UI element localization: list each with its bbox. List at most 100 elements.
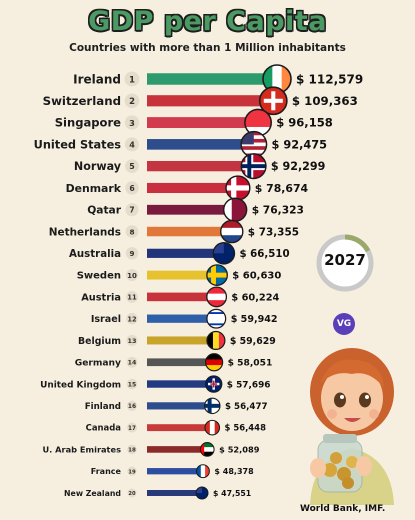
- rank-badge: [124, 71, 140, 87]
- value-label: $ 59,942: [231, 314, 278, 325]
- flag-ring: [195, 486, 209, 500]
- france-flag: [196, 464, 210, 478]
- rank-badge: [124, 93, 140, 109]
- bar: [147, 160, 254, 172]
- rank-badge: [126, 312, 138, 325]
- country-label: Canada: [86, 423, 122, 433]
- girl-with-coin-jar-illustration: [310, 348, 394, 505]
- bar: [147, 358, 215, 367]
- flag-ring: [240, 153, 267, 180]
- value-label: $ 78,674: [255, 182, 309, 195]
- rank-badge: [127, 422, 137, 433]
- united-kingdom-flag: [205, 375, 222, 393]
- flag-ring: [204, 397, 221, 415]
- germany-flag: [205, 353, 223, 371]
- rank-number: 11: [127, 294, 137, 302]
- rank-number: 2: [129, 96, 135, 106]
- flag-ring: [206, 308, 227, 329]
- flag-ring: [204, 353, 224, 372]
- rank-number: 17: [128, 426, 136, 432]
- rank-number: 12: [127, 315, 137, 323]
- country-label: Finland: [85, 402, 121, 412]
- rank-number: 15: [128, 381, 136, 388]
- value-label: $ 58,051: [228, 359, 273, 369]
- country-label: Qatar: [87, 204, 122, 217]
- bar: [147, 336, 216, 345]
- country-label: Sweden: [77, 271, 121, 282]
- rank-badge: [127, 466, 137, 476]
- country-label: United States: [34, 137, 122, 151]
- rank-number: 14: [128, 360, 137, 367]
- rank-badge: [125, 247, 139, 260]
- rank-number: 3: [129, 118, 135, 128]
- country-label: United Kingdom: [40, 380, 121, 390]
- rank-badge: [124, 115, 140, 130]
- austria-flag: [206, 287, 227, 307]
- bar: [147, 73, 277, 85]
- value-label: $ 56,448: [225, 423, 267, 433]
- country-label: Israel: [91, 314, 121, 325]
- denmark-flag: [226, 176, 250, 200]
- flag-ring: [199, 442, 215, 457]
- rank-number: 5: [129, 162, 135, 171]
- flag-ring: [205, 375, 223, 393]
- rank-badge: [126, 378, 138, 390]
- ireland-flag: [263, 65, 291, 93]
- bar: [147, 402, 213, 410]
- country-label: France: [91, 467, 122, 476]
- flag-ring: [206, 330, 226, 351]
- rank-badge: [126, 290, 138, 303]
- rank-number: 6: [129, 184, 134, 193]
- singapore-flag: [244, 109, 272, 136]
- bar: [147, 248, 224, 258]
- value-label: $ 112,579: [296, 72, 363, 86]
- bar: [147, 490, 202, 496]
- country-label: Singapore: [55, 116, 121, 130]
- rank-badge: [126, 400, 138, 411]
- rank-badge: [125, 203, 139, 217]
- value-label: $ 73,355: [248, 226, 299, 238]
- value-label: $ 60,224: [231, 292, 279, 303]
- year-label: 2027: [324, 251, 366, 269]
- rank-number: 19: [128, 469, 136, 475]
- bar: [147, 270, 218, 280]
- vg-logo: VG: [333, 313, 355, 335]
- bar: [147, 182, 238, 194]
- value-label: $ 109,363: [292, 94, 358, 108]
- qatar-flag: [223, 198, 247, 222]
- rank-badge: [126, 356, 138, 368]
- finland-flag: [204, 398, 220, 414]
- rank-badge: [125, 181, 139, 195]
- value-label: $ 47,551: [213, 489, 251, 498]
- sweden-flag: [206, 264, 228, 286]
- value-label: $ 52,089: [219, 444, 260, 454]
- bar: [147, 204, 236, 215]
- rank-number: 7: [129, 206, 134, 215]
- country-label: Denmark: [66, 182, 122, 195]
- bar: [147, 226, 232, 237]
- rank-badge: [125, 225, 139, 238]
- value-label: $ 60,630: [232, 271, 281, 282]
- value-label: $ 76,323: [252, 204, 304, 217]
- country-label: Netherlands: [49, 226, 121, 238]
- rank-number: 10: [127, 272, 137, 280]
- country-label: Austria: [81, 292, 121, 303]
- value-label: $ 59,629: [230, 336, 276, 347]
- country-label: Ireland: [73, 72, 121, 86]
- vg-logo-text: VG: [336, 319, 352, 329]
- country-label: Australia: [69, 249, 121, 260]
- value-label: $ 57,696: [227, 380, 271, 390]
- uae-flag: [200, 442, 215, 457]
- rank-number: 9: [130, 249, 135, 258]
- flag-ring: [258, 86, 288, 116]
- bar: [147, 314, 217, 323]
- flag-ring: [204, 419, 221, 436]
- value-label: $ 92,475: [272, 137, 328, 151]
- source-note: World Bank, IMF.: [300, 504, 386, 514]
- bar: [147, 380, 214, 388]
- rank-number: 20: [128, 491, 136, 497]
- new-zealand-flag: [196, 487, 208, 499]
- chart-subtitle: Countries with more than 1 Million inhab…: [69, 42, 346, 54]
- chart-title: GDP per Capita: [88, 6, 327, 37]
